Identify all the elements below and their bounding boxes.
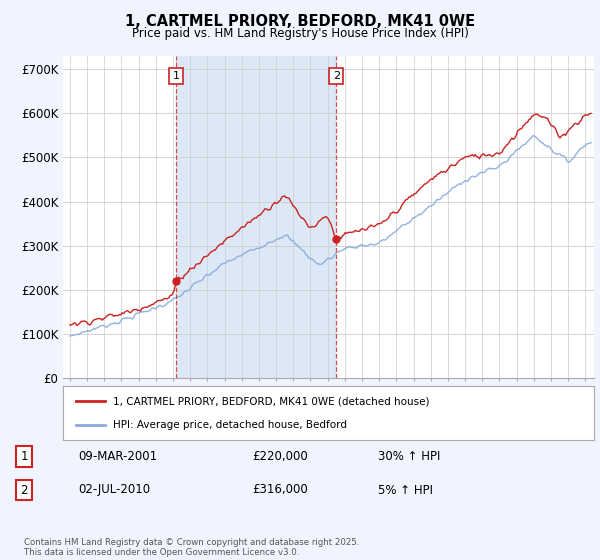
Text: 1, CARTMEL PRIORY, BEDFORD, MK41 0WE: 1, CARTMEL PRIORY, BEDFORD, MK41 0WE xyxy=(125,14,475,29)
Text: 1, CARTMEL PRIORY, BEDFORD, MK41 0WE (detached house): 1, CARTMEL PRIORY, BEDFORD, MK41 0WE (de… xyxy=(113,396,430,407)
Text: Price paid vs. HM Land Registry's House Price Index (HPI): Price paid vs. HM Land Registry's House … xyxy=(131,27,469,40)
Text: 1: 1 xyxy=(173,71,179,81)
Text: 5% ↑ HPI: 5% ↑ HPI xyxy=(378,483,433,497)
Text: 2: 2 xyxy=(20,483,28,497)
Text: 09-MAR-2001: 09-MAR-2001 xyxy=(78,450,157,463)
Text: £220,000: £220,000 xyxy=(252,450,308,463)
Text: 30% ↑ HPI: 30% ↑ HPI xyxy=(378,450,440,463)
Text: HPI: Average price, detached house, Bedford: HPI: Average price, detached house, Bedf… xyxy=(113,419,347,430)
Text: 2: 2 xyxy=(332,71,340,81)
Text: £316,000: £316,000 xyxy=(252,483,308,497)
Text: 1: 1 xyxy=(20,450,28,463)
Text: 02-JUL-2010: 02-JUL-2010 xyxy=(78,483,150,497)
Bar xyxy=(176,56,336,378)
Text: Contains HM Land Registry data © Crown copyright and database right 2025.
This d: Contains HM Land Registry data © Crown c… xyxy=(24,538,359,557)
